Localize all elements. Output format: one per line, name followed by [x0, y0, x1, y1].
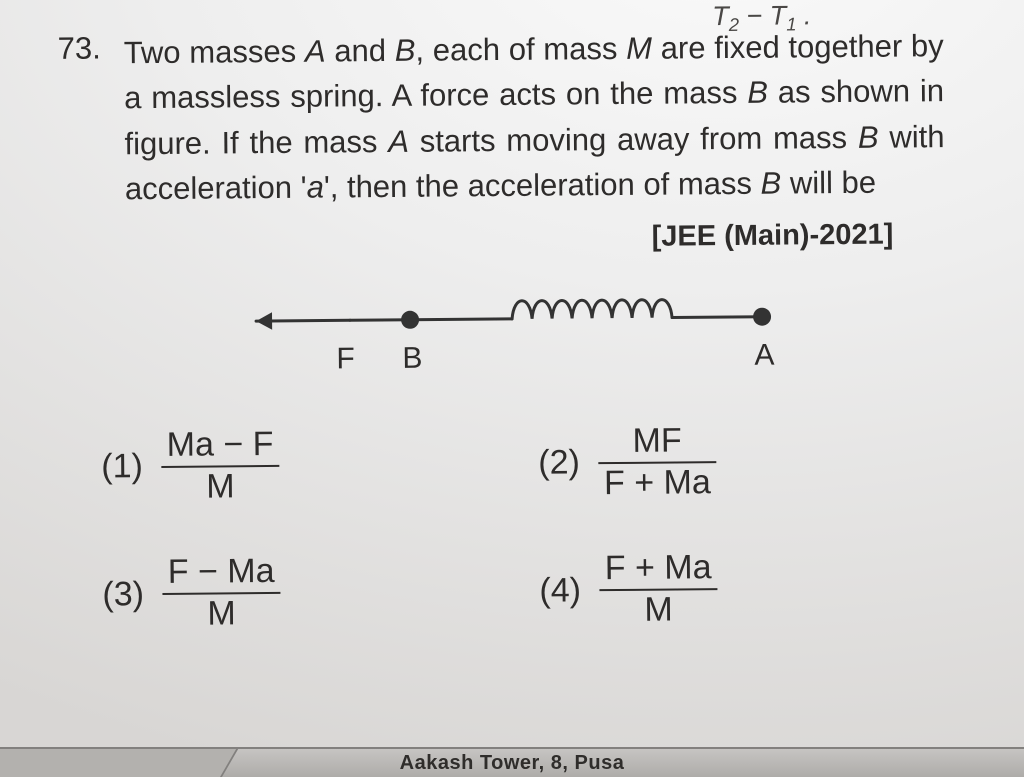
- spring-diagram: FBA: [242, 268, 803, 393]
- fraction-numerator: F − Ma: [162, 552, 281, 593]
- exam-tag: [JEE (Main)-2021]: [59, 218, 983, 259]
- option-number: (3): [102, 575, 144, 614]
- qt-A2: A: [388, 123, 409, 158]
- svg-text:B: B: [402, 342, 422, 375]
- qt-a: a: [306, 169, 324, 204]
- qt-B3: B: [858, 119, 879, 154]
- fraction-numerator: MF: [626, 421, 687, 461]
- question-row: 73. Two masses A and B, each of mass M a…: [58, 23, 984, 212]
- option-fraction: F − MaM: [162, 552, 281, 634]
- hf-rhs: T: [770, 0, 787, 30]
- fraction-denominator: F + Ma: [598, 463, 717, 504]
- qt-M: M: [626, 31, 652, 66]
- option-number: (2): [538, 443, 580, 482]
- hf-op: −: [739, 1, 770, 31]
- question-text: Two masses A and B, each of mass M are f…: [124, 23, 946, 211]
- fraction-denominator: M: [200, 467, 241, 507]
- option-fraction: MFF + Ma: [598, 421, 717, 503]
- option-number: (4): [539, 571, 581, 610]
- option-1: (1) Ma − FM: [101, 423, 479, 508]
- hf-lhs-sub: 2: [729, 14, 739, 35]
- content-region: T2 − T1 . 73. Two masses A and B, each o…: [0, 0, 1024, 777]
- fraction-numerator: F + Ma: [599, 548, 718, 589]
- fraction-denominator: M: [201, 594, 242, 634]
- qt-p2: and: [325, 33, 395, 69]
- header-formula: T2 − T1 .: [712, 0, 812, 32]
- footer-text: Aakash Tower, 8, Pusa: [400, 752, 625, 775]
- fraction-denominator: M: [638, 591, 679, 631]
- option-4: (4) F + MaM: [539, 547, 917, 632]
- svg-text:A: A: [754, 339, 774, 372]
- svg-text:F: F: [336, 342, 355, 375]
- qt-B4: B: [760, 165, 781, 200]
- hf-lhs: T: [712, 1, 729, 31]
- qt-B2: B: [747, 75, 768, 110]
- hf-tail: .: [796, 0, 811, 30]
- qt-p1: Two masses: [124, 34, 305, 71]
- qt-p8: ', then the acceleration of mass: [324, 165, 761, 204]
- option-3: (3) F − MaM: [102, 551, 480, 636]
- footer-strip: Aakash Tower, 8, Pusa: [0, 747, 1024, 777]
- qt-A: A: [305, 34, 326, 69]
- options-grid: (1)Ma − FM(2)MFF + Ma(3)F − MaM(4)F + Ma…: [61, 409, 987, 636]
- qt-p9: will be: [781, 164, 876, 200]
- option-fraction: F + MaM: [599, 548, 718, 630]
- qt-p3: , each of mass: [415, 31, 626, 68]
- option-number: (1): [101, 447, 143, 486]
- qt-p6: starts moving away from mass: [409, 119, 858, 158]
- fraction-numerator: Ma − F: [161, 425, 280, 466]
- question-number: 73.: [58, 30, 104, 211]
- hf-rhs-sub: 1: [786, 14, 796, 35]
- option-fraction: Ma − FM: [161, 425, 280, 507]
- option-2: (2) MFF + Ma: [538, 419, 916, 504]
- qt-B: B: [395, 33, 416, 68]
- footer-left-shape: [0, 747, 239, 777]
